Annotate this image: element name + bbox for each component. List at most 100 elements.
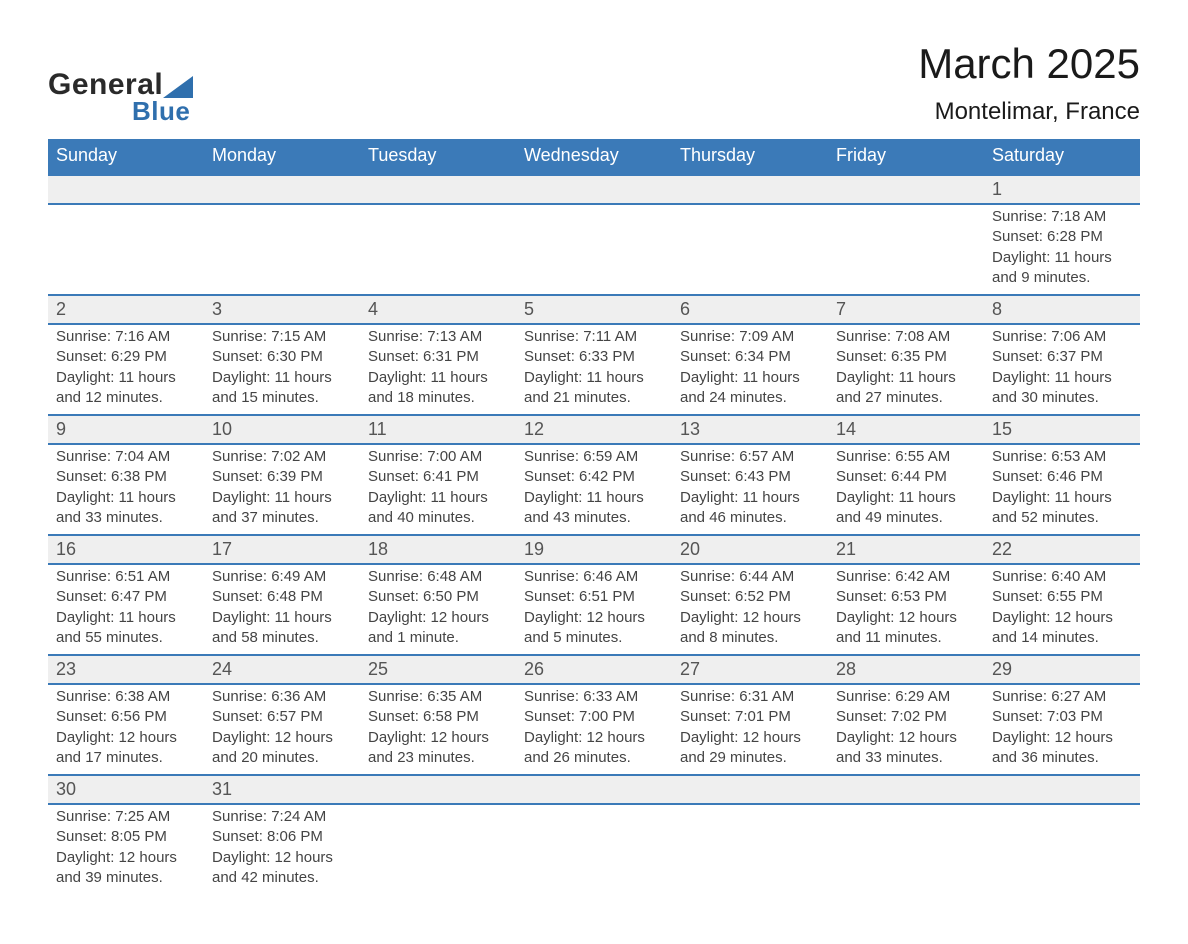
day-number: 21 [828,536,984,563]
day-details: Sunrise: 7:08 AMSunset: 6:35 PMDaylight:… [828,325,984,414]
day-sunrise: Sunrise: 7:04 AM [56,447,196,467]
day-sunrise: Sunrise: 6:35 AM [368,687,508,707]
day-dl2: and 29 minutes. [680,748,820,768]
day-dl1: Daylight: 11 hours [680,368,820,388]
day-sunrise: Sunrise: 6:27 AM [992,687,1132,707]
day-number: 25 [360,656,516,683]
day-sunrise: Sunrise: 7:02 AM [212,447,352,467]
day-details: Sunrise: 7:18 AMSunset: 6:28 PMDaylight:… [984,205,1140,294]
week-daynum-row: 1 [48,175,1140,204]
day-sunset: Sunset: 6:42 PM [524,467,664,487]
day-number: 26 [516,656,672,683]
day-dl1: Daylight: 11 hours [212,608,352,628]
location: Montelimar, France [918,98,1140,126]
day-dl2: and 18 minutes. [368,388,508,408]
day-number: 8 [984,296,1140,323]
day-sunrise: Sunrise: 7:16 AM [56,327,196,347]
day-dl1: Daylight: 11 hours [992,368,1132,388]
day-details: Sunrise: 7:00 AMSunset: 6:41 PMDaylight:… [360,445,516,534]
day-sunset: Sunset: 6:52 PM [680,587,820,607]
day-details: Sunrise: 6:51 AMSunset: 6:47 PMDaylight:… [48,565,204,654]
day-number: 3 [204,296,360,323]
week-details-row: Sunrise: 6:51 AMSunset: 6:47 PMDaylight:… [48,564,1140,655]
day-details: Sunrise: 6:48 AMSunset: 6:50 PMDaylight:… [360,565,516,654]
day-number: 31 [204,776,360,803]
day-number: 22 [984,536,1140,563]
day-sunset: Sunset: 6:53 PM [836,587,976,607]
day-details: Sunrise: 7:02 AMSunset: 6:39 PMDaylight:… [204,445,360,534]
weekday-header: Sunday [48,139,204,175]
weekday-header: Friday [828,139,984,175]
day-details [516,205,672,223]
day-dl2: and 20 minutes. [212,748,352,768]
day-sunrise: Sunrise: 6:57 AM [680,447,820,467]
day-details: Sunrise: 6:31 AMSunset: 7:01 PMDaylight:… [672,685,828,774]
day-dl2: and 23 minutes. [368,748,508,768]
day-sunset: Sunset: 7:00 PM [524,707,664,727]
day-dl2: and 33 minutes. [56,508,196,528]
day-number: 23 [48,656,204,683]
week-daynum-row: 2345678 [48,295,1140,324]
weekday-header: Tuesday [360,139,516,175]
weekday-header: Saturday [984,139,1140,175]
day-sunrise: Sunrise: 6:29 AM [836,687,976,707]
day-dl2: and 40 minutes. [368,508,508,528]
day-sunrise: Sunrise: 6:48 AM [368,567,508,587]
day-details [828,205,984,223]
day-details: Sunrise: 6:38 AMSunset: 6:56 PMDaylight:… [48,685,204,774]
day-number [516,176,672,202]
day-details [360,205,516,223]
day-details: Sunrise: 7:06 AMSunset: 6:37 PMDaylight:… [984,325,1140,414]
day-sunrise: Sunrise: 7:24 AM [212,807,352,827]
day-sunrise: Sunrise: 6:44 AM [680,567,820,587]
day-dl1: Daylight: 12 hours [524,608,664,628]
day-number: 17 [204,536,360,563]
day-number [516,776,672,802]
day-sunrise: Sunrise: 7:06 AM [992,327,1132,347]
day-sunset: Sunset: 6:31 PM [368,347,508,367]
day-dl1: Daylight: 12 hours [836,608,976,628]
day-details [984,805,1140,823]
day-details: Sunrise: 6:35 AMSunset: 6:58 PMDaylight:… [360,685,516,774]
day-number: 24 [204,656,360,683]
day-details [48,205,204,223]
day-sunrise: Sunrise: 7:00 AM [368,447,508,467]
day-sunrise: Sunrise: 7:25 AM [56,807,196,827]
day-dl2: and 30 minutes. [992,388,1132,408]
day-sunrise: Sunrise: 7:13 AM [368,327,508,347]
day-dl1: Daylight: 11 hours [56,368,196,388]
week-daynum-row: 3031 [48,775,1140,804]
day-details: Sunrise: 6:42 AMSunset: 6:53 PMDaylight:… [828,565,984,654]
day-sunrise: Sunrise: 6:38 AM [56,687,196,707]
day-sunrise: Sunrise: 6:33 AM [524,687,664,707]
day-dl1: Daylight: 12 hours [680,728,820,748]
day-dl1: Daylight: 11 hours [56,488,196,508]
day-sunrise: Sunrise: 6:40 AM [992,567,1132,587]
day-details: Sunrise: 7:16 AMSunset: 6:29 PMDaylight:… [48,325,204,414]
day-dl1: Daylight: 12 hours [368,728,508,748]
day-sunrise: Sunrise: 6:36 AM [212,687,352,707]
day-sunset: Sunset: 6:41 PM [368,467,508,487]
day-number: 6 [672,296,828,323]
day-dl1: Daylight: 11 hours [212,368,352,388]
brand-triangle-icon [163,76,193,98]
day-details: Sunrise: 7:09 AMSunset: 6:34 PMDaylight:… [672,325,828,414]
day-dl2: and 21 minutes. [524,388,664,408]
day-sunset: Sunset: 6:33 PM [524,347,664,367]
day-dl2: and 55 minutes. [56,628,196,648]
day-dl2: and 27 minutes. [836,388,976,408]
day-dl2: and 26 minutes. [524,748,664,768]
brand-word2: Blue [132,96,190,127]
day-details: Sunrise: 7:04 AMSunset: 6:38 PMDaylight:… [48,445,204,534]
day-sunset: Sunset: 6:34 PM [680,347,820,367]
day-dl2: and 8 minutes. [680,628,820,648]
day-dl1: Daylight: 12 hours [56,848,196,868]
day-details: Sunrise: 6:33 AMSunset: 7:00 PMDaylight:… [516,685,672,774]
day-details: Sunrise: 6:27 AMSunset: 7:03 PMDaylight:… [984,685,1140,774]
day-number: 14 [828,416,984,443]
day-sunset: Sunset: 6:55 PM [992,587,1132,607]
day-sunrise: Sunrise: 6:59 AM [524,447,664,467]
day-sunset: Sunset: 6:28 PM [992,227,1132,247]
week-details-row: Sunrise: 7:18 AMSunset: 6:28 PMDaylight:… [48,204,1140,295]
day-dl1: Daylight: 12 hours [368,608,508,628]
